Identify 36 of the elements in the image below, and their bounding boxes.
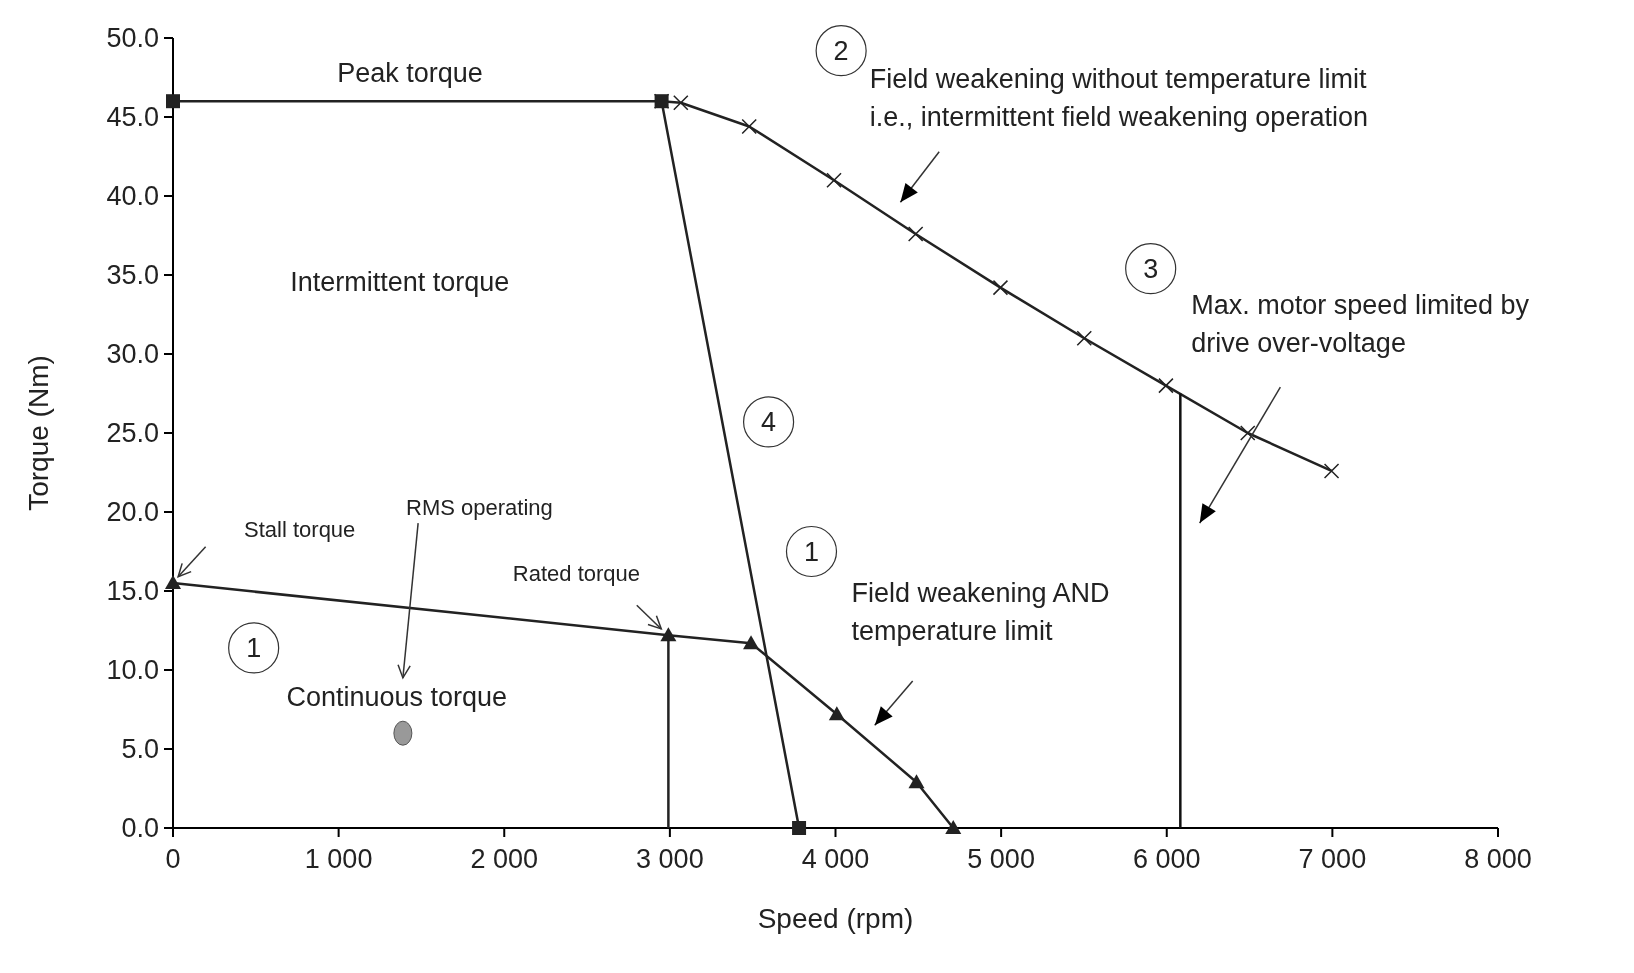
annotation: Stall torque	[244, 517, 356, 543]
annotation: 4	[761, 407, 777, 438]
y-tick-label: 5.0	[121, 734, 159, 765]
x-tick-label: 4 000	[801, 844, 870, 874]
y-tick-label: 10.0	[106, 655, 159, 686]
annotation: 3	[1143, 254, 1159, 285]
x-tick-label: 0	[165, 844, 181, 874]
annotation: Field weakening without temperature limit i.e., intermittent field weakening operation	[869, 64, 1368, 133]
annotation: Max. motor speed limited by drive over-voltage	[1191, 290, 1530, 359]
annotation: Rated torque	[512, 561, 641, 587]
x-tick-label: 5 000	[967, 844, 1035, 874]
y-tick-label: 0.0	[121, 813, 159, 844]
y-tick-label: 25.0	[106, 418, 159, 449]
x-tick-label: 3 000	[636, 844, 704, 874]
x-axis-title: Speed (rpm)	[757, 903, 914, 934]
x-tick-label: 8 000	[1464, 844, 1532, 874]
annotation: 1	[803, 536, 819, 567]
annotation: Field weakening AND temperature limit	[851, 577, 1110, 646]
annotation: RMS operating	[406, 494, 553, 520]
y-tick-label: 40.0	[106, 181, 159, 212]
y-tick-label: 50.0	[106, 23, 159, 54]
y-tick-label: 35.0	[106, 260, 159, 291]
x-tick-label: 6 000	[1132, 844, 1201, 874]
y-axis-title: Torque (Nm)	[23, 355, 54, 511]
annotation: Continuous torque	[286, 682, 508, 713]
y-tick-label: 15.0	[106, 576, 159, 607]
annotation: 2	[833, 36, 849, 67]
annotation: Peak torque	[337, 58, 483, 89]
y-tick-label: 30.0	[106, 339, 159, 370]
x-tick-label: 7 000	[1298, 844, 1367, 874]
annotation: 1	[246, 633, 262, 664]
y-tick-label: 20.0	[106, 497, 159, 528]
y-tick-label: 45.0	[106, 102, 159, 133]
x-tick-label: 2 000	[470, 844, 539, 874]
annotation: Intermittent torque	[290, 266, 510, 297]
x-tick-label: 1 000	[304, 844, 373, 874]
